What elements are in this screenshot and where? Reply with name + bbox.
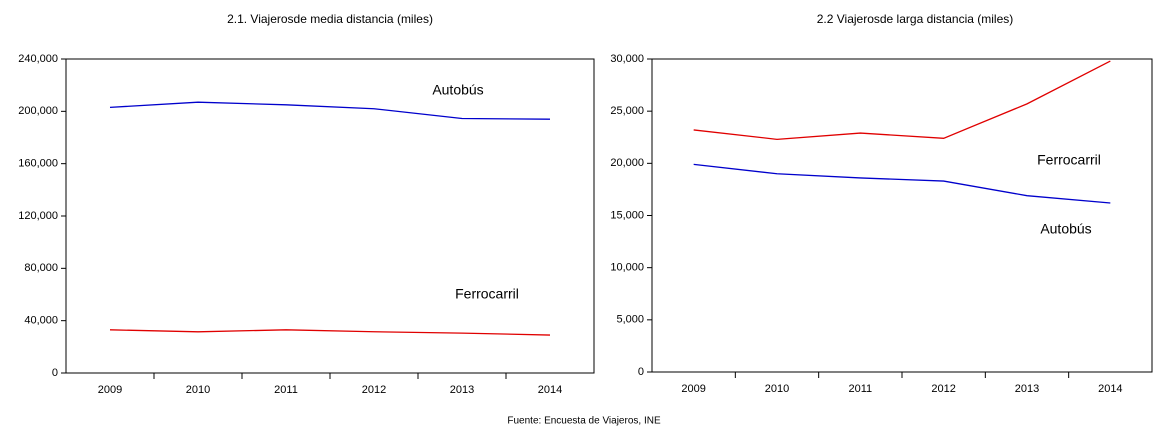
y-tick-label: 80,000: [24, 262, 58, 274]
series-label: Ferrocarril: [455, 286, 519, 302]
plot-frame: [65, 58, 595, 374]
y-tick-label: 200,000: [18, 105, 58, 117]
series-line: [109, 329, 551, 336]
x-tick-label: 2013: [1015, 383, 1039, 395]
series-label: Ferrocarril: [1037, 152, 1101, 168]
y-tick-label: 10,000: [610, 262, 644, 274]
chart-title: 2.2 Viajerosde larga distancia (miles): [817, 12, 1014, 26]
series-label: Autobús: [432, 82, 483, 98]
series-line: [109, 101, 551, 120]
x-tick-label: 2012: [931, 383, 955, 395]
x-tick-label: 2011: [849, 383, 873, 395]
y-tick-label: 0: [638, 366, 644, 378]
x-tick-label: 2011: [274, 384, 298, 396]
y-tick-label: 15,000: [610, 209, 644, 221]
y-tick-label: 240,000: [18, 53, 58, 65]
x-tick-label: 2009: [98, 384, 122, 396]
series-line: [693, 163, 1111, 204]
y-tick-label: 40,000: [24, 315, 58, 327]
x-tick-label: 2014: [1098, 383, 1122, 395]
y-tick-label: 160,000: [18, 158, 58, 170]
x-tick-label: 2010: [765, 383, 789, 395]
x-tick-label: 2010: [186, 384, 210, 396]
y-tick-label: 30,000: [610, 53, 644, 65]
y-tick-label: 20,000: [610, 157, 644, 169]
plot-frame: [651, 58, 1153, 373]
x-tick-label: 2013: [450, 384, 474, 396]
y-tick-label: 5,000: [616, 314, 644, 326]
y-tick-label: 120,000: [18, 210, 58, 222]
chart-title: 2.1. Viajerosde media distancia (miles): [227, 12, 433, 26]
footer: Fuente: Encuesta de Viajeros, INE: [507, 416, 661, 427]
series-line: [693, 60, 1111, 140]
y-tick-label: 25,000: [610, 105, 644, 117]
x-tick-label: 2012: [362, 384, 386, 396]
series-label: Autobús: [1040, 221, 1091, 237]
y-tick-label: 0: [52, 367, 58, 379]
x-tick-label: 2014: [538, 384, 562, 396]
x-tick-label: 2009: [681, 383, 705, 395]
